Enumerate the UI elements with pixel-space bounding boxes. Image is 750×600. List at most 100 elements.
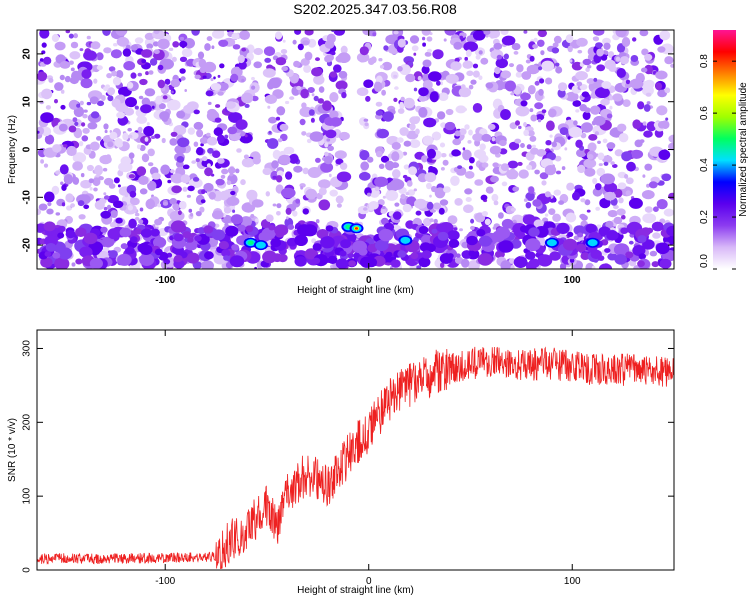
spectral-blob xyxy=(639,139,645,144)
spectral-blob xyxy=(359,171,371,181)
spectral-blob xyxy=(65,193,74,203)
spectral-blob xyxy=(520,92,531,101)
spectral-blob xyxy=(285,207,292,215)
spectral-blob xyxy=(664,87,671,94)
spectral-blob xyxy=(170,131,178,137)
spectral-blob xyxy=(47,201,52,207)
spectral-blob xyxy=(469,157,475,164)
spectral-blob xyxy=(386,181,400,192)
spectral-blob xyxy=(44,235,58,247)
spectral-blob xyxy=(88,178,95,184)
spectral-blob xyxy=(569,59,573,63)
spectral-blob xyxy=(551,47,560,54)
spectral-blob xyxy=(324,55,333,63)
spectral-blob xyxy=(75,258,83,265)
spectral-blob xyxy=(500,30,509,36)
spectral-blob xyxy=(583,158,597,169)
spectral-blob xyxy=(153,30,160,35)
spectral-blob xyxy=(409,139,421,149)
spectral-blob xyxy=(537,39,545,47)
spectral-blob xyxy=(480,57,489,65)
spectral-blob xyxy=(575,139,583,148)
spectral-blob xyxy=(230,73,239,82)
spectral-blob xyxy=(115,217,123,224)
spectral-blob xyxy=(64,75,71,83)
spectral-blob xyxy=(628,197,643,209)
spectral-blob xyxy=(148,162,154,167)
spectral-blob xyxy=(641,190,655,200)
spectral-blob xyxy=(477,253,493,266)
spectral-blob xyxy=(340,239,352,249)
spectral-blob xyxy=(103,47,112,54)
spectral-blob xyxy=(144,141,149,146)
spectral-blob xyxy=(512,186,519,192)
colorbar-tick-label: 0.6 xyxy=(699,106,710,120)
spectral-blob xyxy=(39,30,50,39)
hotspot-mid xyxy=(255,241,266,249)
spectral-blob xyxy=(38,203,48,211)
spectral-blob xyxy=(553,35,562,44)
spectral-blob xyxy=(194,74,201,80)
spectral-blob xyxy=(318,199,331,211)
spectral-blob xyxy=(403,97,415,109)
spectral-blob xyxy=(604,248,611,253)
y-axis-label: Frequency (Hz) xyxy=(7,115,18,184)
spectral-blob xyxy=(190,212,194,217)
spectral-blob xyxy=(312,257,321,264)
spectral-blob xyxy=(55,170,61,175)
spectral-blob xyxy=(150,228,160,237)
spectral-blob xyxy=(268,225,275,231)
spectral-blob xyxy=(204,167,213,177)
spectral-blob xyxy=(420,234,433,245)
spectral-blob xyxy=(120,243,128,250)
spectral-blob xyxy=(348,260,356,267)
spectral-blob xyxy=(157,38,170,50)
spectral-blob xyxy=(549,251,561,261)
spectral-blob xyxy=(68,33,74,39)
spectral-blob xyxy=(436,80,441,86)
spectral-blob xyxy=(271,160,279,169)
spectral-blob xyxy=(315,219,320,224)
spectral-blob xyxy=(333,64,342,73)
x-axis-label: Height of straight line (km) xyxy=(297,585,414,596)
spectral-blob xyxy=(422,135,434,145)
spectral-blob xyxy=(144,137,149,142)
spectral-blob xyxy=(210,77,214,82)
spectral-blob xyxy=(201,260,214,269)
x-tick-label: 100 xyxy=(564,275,581,286)
spectral-blob xyxy=(376,128,389,139)
spectral-blob xyxy=(606,142,616,150)
spectral-blob xyxy=(400,193,406,200)
spectral-blob xyxy=(418,107,428,118)
spectral-blob xyxy=(171,185,182,194)
spectral-blob xyxy=(122,48,132,57)
spectral-blob xyxy=(615,30,627,38)
spectral-blob xyxy=(658,149,671,160)
spectral-blob xyxy=(109,130,113,133)
spectral-blob xyxy=(115,30,128,36)
spectral-blob xyxy=(576,37,588,47)
spectral-blob xyxy=(603,191,616,201)
spectral-blob xyxy=(525,202,532,209)
spectral-blob xyxy=(206,163,211,169)
x-tick-label: 0 xyxy=(366,275,372,286)
spectral-blob xyxy=(500,163,509,172)
spectral-blob xyxy=(576,148,587,158)
spectral-blob xyxy=(608,65,617,72)
spectral-blob xyxy=(294,234,308,246)
spectral-blob xyxy=(534,169,540,175)
spectral-blob xyxy=(59,74,65,81)
spectral-blob xyxy=(251,199,264,208)
spectral-blob xyxy=(651,221,664,232)
spectral-blob xyxy=(330,51,336,56)
spectral-blob xyxy=(440,167,445,171)
spectral-blob xyxy=(514,138,522,144)
spectral-blob xyxy=(564,147,568,151)
spectral-blob xyxy=(335,158,344,165)
spectral-blob xyxy=(221,249,231,257)
spectral-blob xyxy=(575,109,580,113)
spectral-blob xyxy=(144,32,155,41)
spectral-blob xyxy=(182,186,188,192)
spectral-blob xyxy=(179,200,187,210)
spectral-blob xyxy=(568,126,583,138)
